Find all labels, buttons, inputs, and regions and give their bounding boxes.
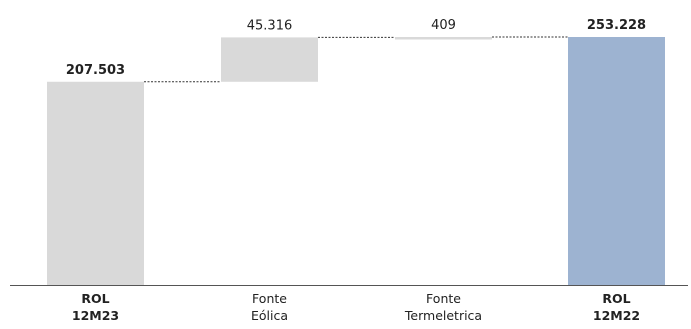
category-label-4-line-1: ROL <box>602 291 630 306</box>
value-label-1: 207.503 <box>66 63 125 78</box>
value-labels-group: 207.503 45.316 409 253.228 <box>66 18 646 78</box>
value-label-4: 253.228 <box>587 18 646 33</box>
category-label-4-line-2: 12M22 <box>593 308 640 323</box>
category-label-3-line-1: Fonte <box>426 291 461 306</box>
bar-1 <box>47 81 144 285</box>
category-label-1-line-1: ROL <box>81 291 109 306</box>
bars-group <box>47 37 665 285</box>
category-label-2-line-2: Eólica <box>251 308 288 323</box>
bar-4 <box>568 37 665 285</box>
bar-3 <box>395 37 492 40</box>
category-label-1-line-2: 12M23 <box>72 308 119 323</box>
category-label-3-line-2: Termeletrica <box>404 308 482 323</box>
connectors-group <box>144 36 568 83</box>
value-label-2: 45.316 <box>247 18 293 33</box>
bar-2 <box>221 37 318 82</box>
category-label-2-line-1: Fonte <box>252 291 287 306</box>
category-labels-group: ROL 12M23 Fonte Eólica Fonte Termeletrica ROL 1… <box>72 291 640 323</box>
value-label-3: 409 <box>431 18 456 33</box>
